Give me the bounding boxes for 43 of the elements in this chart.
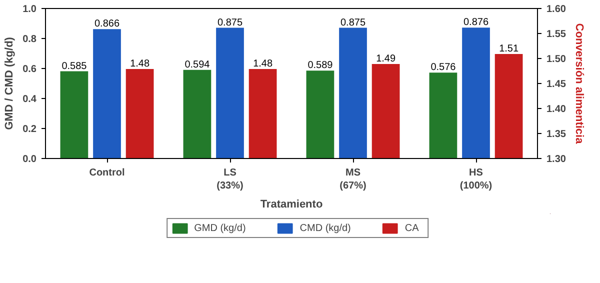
bar — [215, 26, 245, 158]
y2-tick-label: 1.45 — [546, 79, 566, 90]
x-tick-label: Control — [89, 168, 125, 178]
bar — [59, 70, 90, 158]
y2-tick-label: 1.40 — [546, 104, 566, 115]
y-tick-label: 0.0 — [22, 154, 37, 165]
y2-axis-title: Conversión alimenticia — [572, 23, 585, 145]
y2-tick-label: 1.30 — [546, 154, 566, 165]
x-axis-title: Tratamiento — [260, 198, 323, 211]
y-tick-label: 0.8 — [22, 34, 37, 45]
data-label: 0.594 — [184, 59, 210, 70]
y-tick-label: 0.6 — [22, 64, 37, 75]
y2-tick-label: 1.35 — [546, 129, 566, 140]
x-tick-label: MS (67%) — [340, 168, 366, 192]
x-tick-label: HS (100%) — [460, 168, 492, 192]
y2-tick-label: 1.60 — [546, 4, 566, 15]
y-tick-label: 0.4 — [22, 94, 37, 105]
data-label: 0.576 — [430, 62, 456, 74]
legend-label: GMD (kg/d) — [194, 222, 246, 234]
y-tick-label: 0.2 — [22, 124, 37, 135]
y2-tick-label: 1.50 — [546, 54, 566, 65]
bar — [305, 70, 336, 158]
bar — [461, 26, 491, 158]
y2-tick-label: 1.55 — [546, 29, 566, 40]
legend-label: CMD (kg/d) — [300, 222, 351, 234]
bar — [428, 72, 458, 158]
data-label: 0.866 — [94, 18, 120, 30]
data-label: 0.875 — [217, 17, 243, 28]
data-label: 0.876 — [463, 17, 489, 28]
data-label: 1.49 — [376, 54, 396, 64]
x-tick-label: LS (33%) — [216, 168, 244, 192]
bar — [92, 28, 122, 158]
data-label: 0.585 — [62, 60, 88, 72]
y-axis-title: GMD / CMD (kg/d) — [4, 36, 16, 130]
data-label: 1.51 — [499, 44, 519, 54]
data-label: 1.48 — [130, 58, 150, 70]
bar — [338, 26, 368, 158]
data-label: 0.875 — [340, 17, 366, 28]
legend-label: CA — [404, 222, 420, 234]
data-label: 1.48 — [253, 58, 273, 70]
bar — [182, 68, 212, 158]
y-tick-label: 1.0 — [22, 4, 37, 15]
data-label: 0.589 — [308, 60, 334, 72]
